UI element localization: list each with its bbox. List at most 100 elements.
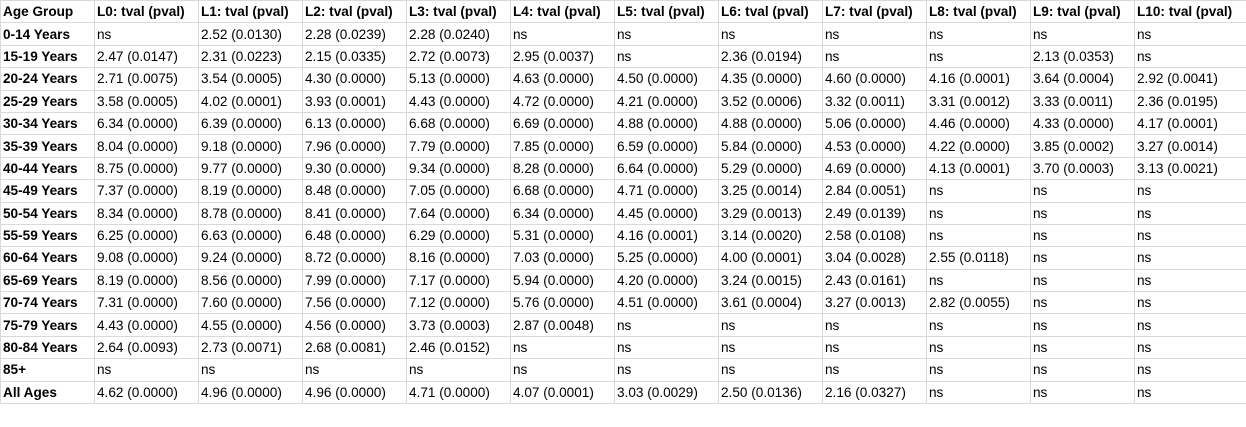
table-row: 60-64 Years 9.08 (0.0000) 9.24 (0.0000) 8.7… [0, 246, 1246, 270]
table-row: All Ages 4.62 (0.0000) 4.96 (0.0000) 4.96 (… [0, 380, 1246, 405]
cell: 2.28 (0.0240) [406, 22, 511, 46]
header-cell: L10: tval (pval) [1134, 0, 1246, 24]
header-cell: L7: tval (pval) [822, 0, 927, 24]
cell: 4.63 (0.0000) [510, 67, 615, 91]
cell: ns [1134, 313, 1246, 337]
cell: 2.49 (0.0139) [822, 201, 927, 225]
cell: 6.68 (0.0000) [406, 111, 511, 136]
cell: ns [1030, 313, 1135, 337]
cell: 2.95 (0.0037) [510, 44, 615, 69]
table-row: 25-29 Years 3.58 (0.0005) 4.02 (0.0001) 3.9… [0, 89, 1246, 113]
cell: 9.34 (0.0000) [406, 156, 511, 181]
cell: 6.25 (0.0000) [94, 223, 199, 248]
cell: 4.72 (0.0000) [510, 89, 615, 113]
table-row: 35-39 Years 8.04 (0.0000) 9.18 (0.0000) 7.9… [0, 134, 1246, 158]
cell: ns [1134, 380, 1246, 405]
cell: 7.17 (0.0000) [406, 268, 511, 293]
table-row: 20-24 Years 2.71 (0.0075) 3.54 (0.0005) 4.3… [0, 67, 1246, 91]
cell: 2.50 (0.0136) [718, 380, 823, 405]
header-cell: L0: tval (pval) [94, 0, 199, 24]
table-row: 65-69 Years 8.19 (0.0000) 8.56 (0.0000) 7.9… [0, 268, 1246, 293]
cell: 4.22 (0.0000) [926, 134, 1031, 158]
cell: 9.77 (0.0000) [198, 156, 303, 181]
cell: 7.60 (0.0000) [198, 291, 303, 315]
cell: 2.47 (0.0147) [94, 44, 199, 69]
cell: ns [614, 358, 719, 382]
cell: ns [1030, 335, 1135, 360]
cell: 2.82 (0.0055) [926, 291, 1031, 315]
row-label: 65-69 Years [0, 268, 95, 293]
table-row: 80-84 Years 2.64 (0.0093) 2.73 (0.0071) 2.6… [0, 335, 1246, 360]
cell: ns [822, 358, 927, 382]
cell: 2.84 (0.0051) [822, 179, 927, 203]
cell: 3.85 (0.0002) [1030, 134, 1135, 158]
cell: 6.39 (0.0000) [198, 111, 303, 136]
cell: 4.46 (0.0000) [926, 111, 1031, 136]
cell: ns [1030, 291, 1135, 315]
cell: ns [1134, 179, 1246, 203]
header-cell: L6: tval (pval) [718, 0, 823, 24]
cell: 2.71 (0.0075) [94, 67, 199, 91]
cell: 2.73 (0.0071) [198, 335, 303, 360]
cell: 8.34 (0.0000) [94, 201, 199, 225]
cell: 4.71 (0.0000) [614, 179, 719, 203]
cell: ns [1134, 223, 1246, 248]
cell: 6.34 (0.0000) [510, 201, 615, 225]
cell: 4.13 (0.0001) [926, 156, 1031, 181]
cell: 3.04 (0.0028) [822, 246, 927, 270]
cell: ns [1134, 246, 1246, 270]
cell: 2.72 (0.0073) [406, 44, 511, 69]
header-cell: L3: tval (pval) [406, 0, 511, 24]
cell: ns [718, 335, 823, 360]
cell: 8.19 (0.0000) [94, 268, 199, 293]
cell: 5.13 (0.0000) [406, 67, 511, 91]
cell: 9.24 (0.0000) [198, 246, 303, 270]
row-label: 35-39 Years [0, 134, 95, 158]
table-row: 50-54 Years 8.34 (0.0000) 8.78 (0.0000) 8.4… [0, 201, 1246, 225]
header-cell: L4: tval (pval) [510, 0, 615, 24]
cell: ns [510, 335, 615, 360]
cell: 8.56 (0.0000) [198, 268, 303, 293]
cell: ns [926, 313, 1031, 337]
cell: ns [1134, 44, 1246, 69]
cell: 6.64 (0.0000) [614, 156, 719, 181]
table-row: 15-19 Years 2.47 (0.0147) 2.31 (0.0223) 2.1… [0, 44, 1246, 69]
cell: 2.43 (0.0161) [822, 268, 927, 293]
cell: 9.30 (0.0000) [302, 156, 407, 181]
cell: ns [1134, 22, 1246, 46]
cell: 4.56 (0.0000) [302, 313, 407, 337]
row-label: 45-49 Years [0, 179, 95, 203]
cell: 2.92 (0.0041) [1134, 67, 1246, 91]
cell: 2.36 (0.0195) [1134, 89, 1246, 113]
cell: 7.56 (0.0000) [302, 291, 407, 315]
cell: 2.55 (0.0118) [926, 246, 1031, 270]
cell: 4.88 (0.0000) [614, 111, 719, 136]
cell: ns [1134, 358, 1246, 382]
cell: 8.28 (0.0000) [510, 156, 615, 181]
cell: 3.70 (0.0003) [1030, 156, 1135, 181]
cell: 6.29 (0.0000) [406, 223, 511, 248]
cell: 7.79 (0.0000) [406, 134, 511, 158]
cell: 6.59 (0.0000) [614, 134, 719, 158]
table-row: 85+ ns ns ns ns ns ns ns ns ns ns ns [0, 358, 1246, 382]
cell: 3.32 (0.0011) [822, 89, 927, 113]
row-label: 40-44 Years [0, 156, 95, 181]
cell: 4.07 (0.0001) [510, 380, 615, 405]
cell: ns [926, 358, 1031, 382]
cell: ns [926, 380, 1031, 405]
cell: 3.61 (0.0004) [718, 291, 823, 315]
table-row: 30-34 Years 6.34 (0.0000) 6.39 (0.0000) 6.1… [0, 111, 1246, 136]
row-label: 75-79 Years [0, 313, 95, 337]
cell: ns [302, 358, 407, 382]
cell: 3.31 (0.0012) [926, 89, 1031, 113]
cell: 4.45 (0.0000) [614, 201, 719, 225]
cell: 5.25 (0.0000) [614, 246, 719, 270]
cell: 3.29 (0.0013) [718, 201, 823, 225]
cell: 4.51 (0.0000) [614, 291, 719, 315]
cell: ns [1030, 380, 1135, 405]
cell: 3.24 (0.0015) [718, 268, 823, 293]
row-label: 60-64 Years [0, 246, 95, 270]
row-label: 55-59 Years [0, 223, 95, 248]
cell: 3.64 (0.0004) [1030, 67, 1135, 91]
header-cell: Age Group [0, 0, 95, 24]
